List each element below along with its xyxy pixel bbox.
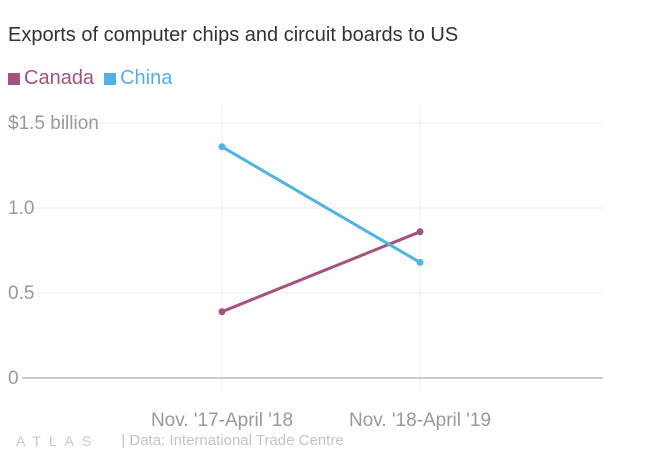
y-tick-label-1: 0.5 [8,283,34,304]
legend-label-china: China [120,67,173,89]
data-point-china-0 [218,143,226,151]
data-point-canada-0 [218,308,226,316]
legend-label-canada: Canada [24,67,95,89]
series-layer [218,143,424,316]
grid-layer [22,105,603,392]
legend: Canada China [8,67,182,90]
series-line-canada [220,230,422,314]
legend-swatch-china [104,72,117,85]
y-tick-label-2: 1.0 [8,198,34,219]
chart-title: Exports of computer chips and circuit bo… [8,24,459,46]
data-point-china-1 [416,258,424,266]
footer: ATLAS | Data: International Trade Centre [16,432,344,449]
y-tick-label-3: $1.5 billion [8,113,99,134]
data-point-canada-1 [416,228,424,236]
x-tick-label-0: Nov. '17-April '18 [151,410,293,431]
x-tick-label-1: Nov. '18-April '19 [349,410,491,431]
y-tick-label-0: 0 [8,368,19,389]
data-source: | Data: International Trade Centre [121,432,344,449]
axis-layer: 0 0.5 1.0 $1.5 billion Nov. '17-April '18 Nov… [8,113,603,431]
legend-item-china: China [104,67,172,90]
series-line-china [220,145,422,264]
legend-swatch-canada [8,72,20,85]
legend-item-canada: Canada [8,67,94,90]
atlas-logo: ATLAS [16,432,100,449]
